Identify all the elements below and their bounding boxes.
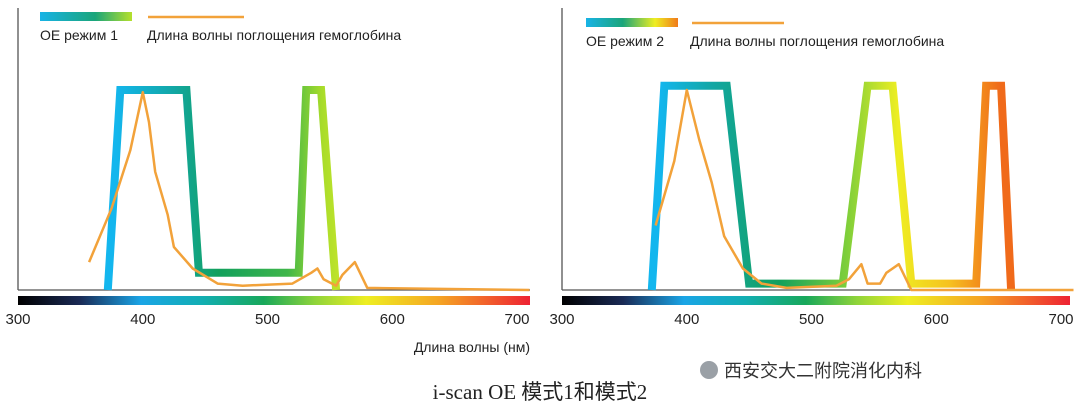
legend-label-hemoglobin: Длина волны поглощения гемоглобина	[690, 33, 944, 49]
legend-swatch-oe-mode	[40, 12, 132, 21]
legend-swatch-oe-mode	[586, 18, 678, 27]
x-tick-label: 600	[380, 311, 405, 328]
watermark-text: 西安交大二附院消化内科	[724, 361, 922, 381]
x-tick-label: 300	[5, 311, 30, 328]
chart-mode-1: OE режим 1 Длина волны поглощения гемогл…	[5, 8, 530, 355]
x-tick-labels: 300 400 500 600 700	[5, 311, 529, 328]
color-spectrum-bar	[562, 296, 1070, 305]
x-tick-label: 400	[674, 311, 699, 328]
legend-label-oe-mode: OE режим 1	[40, 27, 118, 43]
chart-mode-2: OE режим 2 Длина волны поглощения гемогл…	[549, 8, 1074, 328]
hemoglobin-absorption-curve	[654, 88, 1074, 292]
x-tick-label: 600	[924, 311, 949, 328]
wechat-icon	[700, 361, 718, 379]
figure-caption: i-scan OE 模式1和模式2	[432, 380, 648, 404]
chart-panel-mode-2: OE режим 2 Длина волны поглощения гемогл…	[540, 0, 1080, 360]
chart-panel-mode-1: OE режим 1 Длина волны поглощения гемогл…	[0, 0, 540, 360]
oe-mode-curve	[103, 86, 341, 291]
x-tick-label: 700	[504, 311, 529, 328]
oe-mode-curve	[647, 81, 1016, 291]
x-tick-label: 500	[255, 311, 280, 328]
legend-label-hemoglobin: Длина волны поглощения гемоглобина	[147, 27, 401, 43]
x-tick-labels: 300 400 500 600 700	[549, 311, 1073, 328]
x-tick-label: 700	[1048, 311, 1073, 328]
x-axis-title: Длина волны (нм)	[414, 339, 530, 355]
hemoglobin-absorption-curve	[87, 90, 530, 292]
x-tick-label: 400	[130, 311, 155, 328]
x-tick-label: 300	[549, 311, 574, 328]
x-tick-label: 500	[799, 311, 824, 328]
color-spectrum-bar	[18, 296, 530, 305]
watermark: 西安交大二附院消化内科	[700, 357, 922, 383]
legend-label-oe-mode: OE режим 2	[586, 33, 664, 49]
